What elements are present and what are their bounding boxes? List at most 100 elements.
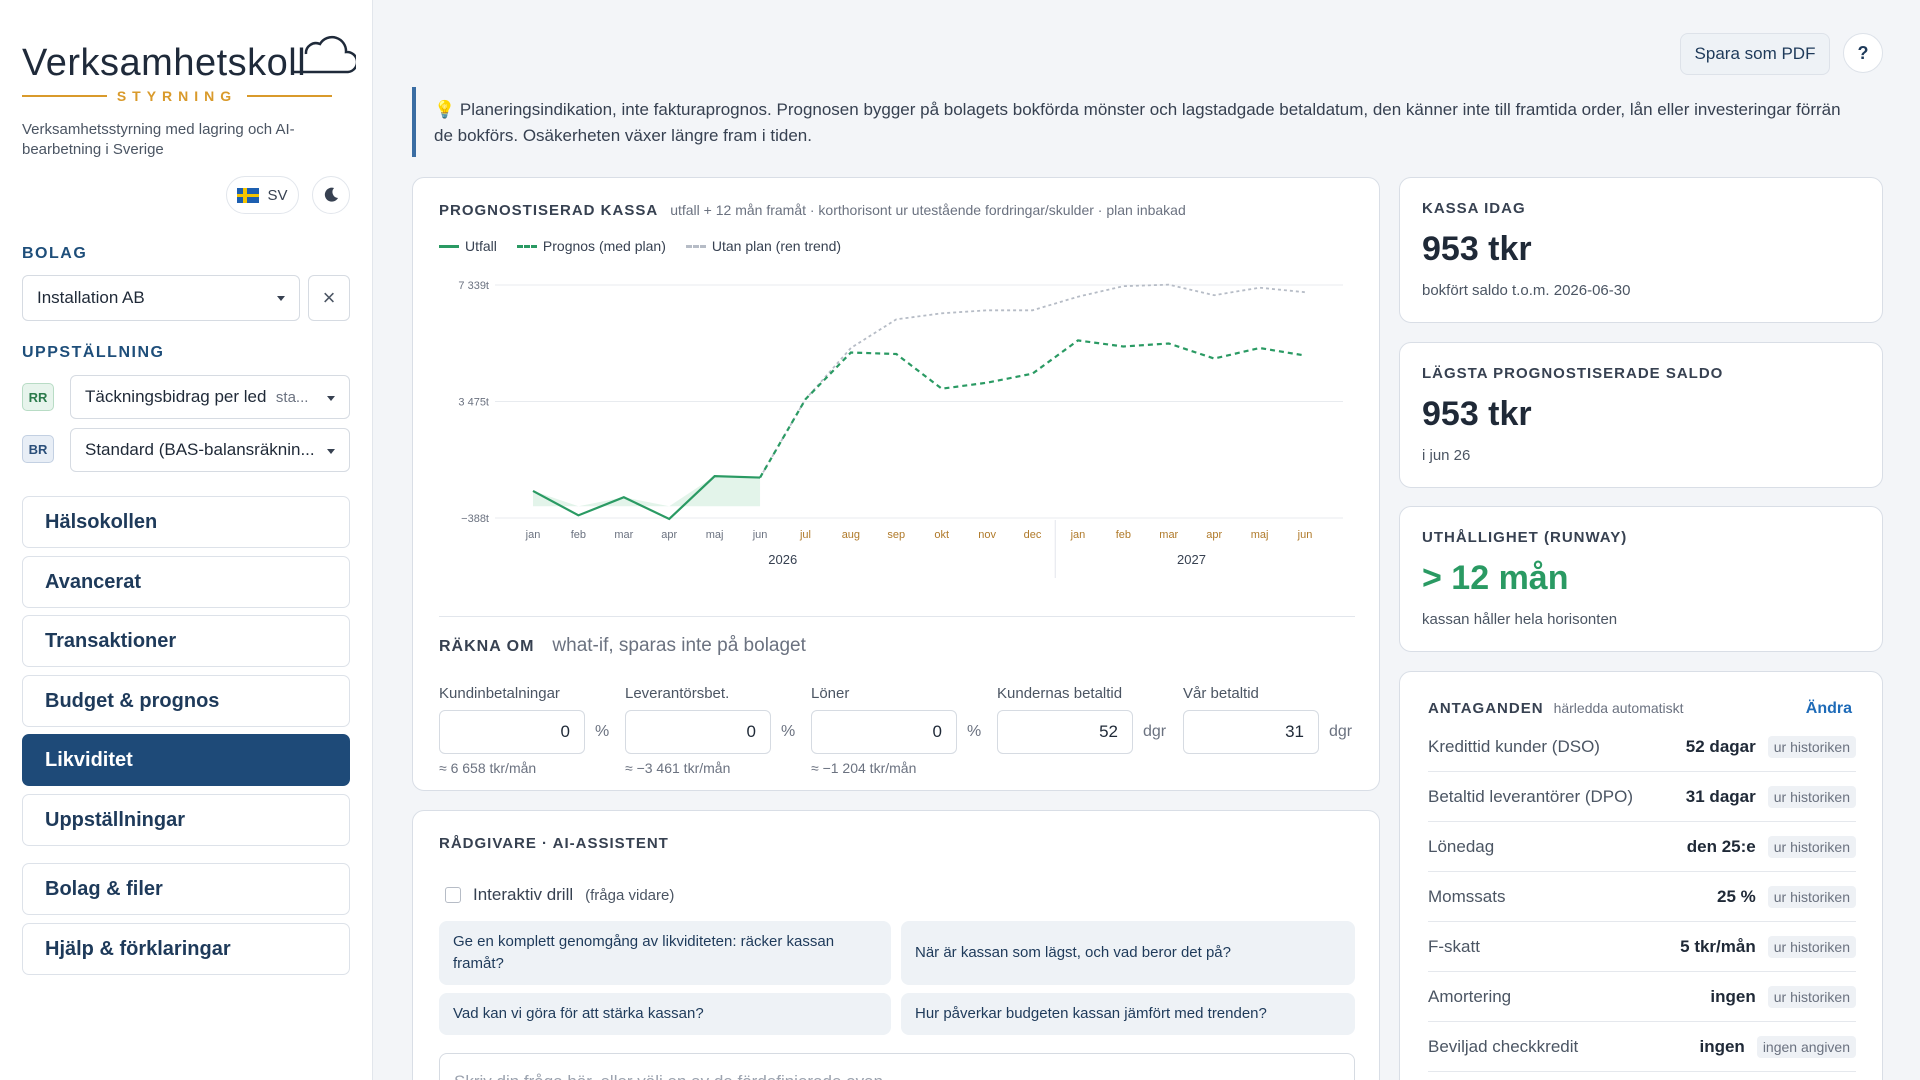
layout-label: UPPSTÄLLNING [22,344,165,361]
nav-hjalp[interactable]: Hjälp & förklaringar [22,923,350,975]
assumption-row: Momssats 25 % ur historiken [1428,872,1856,922]
x-tick-label: okt [934,529,949,541]
salaries-input[interactable]: 0 [811,710,957,754]
question-input[interactable]: Skriv din fråga här, eller välj en av de… [439,1053,1355,1080]
drill-checkbox[interactable] [445,887,461,903]
kpi-value: > 12 mån [1422,559,1569,597]
field-customer-payments: Kundinbetalningar 0% ≈ 6 658 tkr/mån [439,685,610,776]
assumption-row: Betaltid leverantörer (DPO) 31 dagar ur hi… [1428,772,1856,822]
recalc-section: RÄKNA OM what-if, sparas inte på bolaget… [439,616,1355,776]
chevron-down-icon [277,296,285,301]
legend-plan: Prognos (med plan) [516,238,666,254]
customer-payment-time-input[interactable]: 52 [997,710,1133,754]
rr-tag: RR [22,383,54,411]
x-tick-label: sep [887,529,905,541]
source-badge: ingen angiven [1756,1035,1856,1058]
source-badge: ur historiken [1767,985,1856,1008]
y-tick-label: 3 475t [458,397,489,409]
cash-forecast-chart: 7 339t 3 475t −388t jan feb mar apr maj jun jul au… [458,280,1343,578]
our-payment-time-input[interactable]: 31 [1183,710,1319,754]
recalc-title: RÄKNA OM [439,638,535,655]
nav-uppstallningar[interactable]: Uppställningar [22,794,350,846]
year-label: 2027 [1177,552,1206,567]
suggestion-chip[interactable]: Ge en komplett genomgång av likviditeten… [439,921,891,985]
source-badge: ur historiken [1767,835,1856,858]
advisor-card: RÅDGIVARE · AI-ASSISTENT Interaktiv dril… [412,810,1380,1080]
save-pdf-button[interactable]: Spara som PDF [1680,33,1830,75]
x-tick-label: apr [661,529,677,541]
close-icon: × [322,285,336,310]
kpi-lowest-balance: LÄGSTA PROGNOSTISERADE SALDO 953 tkr i j… [1399,342,1883,488]
nav-budget-prognos[interactable]: Budget & prognos [22,675,350,727]
nav-avancerat[interactable]: Avancerat [22,556,350,608]
x-tick-label: dec [1024,529,1042,541]
planning-notice: 💡 Planeringsindikation, inte fakturaprog… [412,87,1882,157]
field-salaries: Löner 0% ≈ −1 204 tkr/mån [811,685,982,776]
x-tick-label: aug [842,529,860,541]
logo-text: Verksamhetskoll [22,42,307,84]
field-our-payment-time: Vår betaltid 31 dgr [1183,685,1369,778]
br-tag: BR [22,435,54,463]
company-select[interactable]: Installation AB [22,275,300,321]
customer-payments-input[interactable]: 0 [439,710,585,754]
x-tick-label: jun [1297,529,1313,541]
language-button[interactable]: SV [226,176,299,214]
clear-company-button[interactable]: × [308,275,350,321]
source-badge: ur historiken [1767,785,1856,808]
assumption-row: Amortering ingen ur historiken [1428,972,1856,1022]
source-badge: ur historiken [1767,735,1856,758]
chart-legend: Utfall Prognos (med plan) Utan plan (ren… [439,238,841,254]
swedish-flag-icon [237,187,260,203]
actual-area [533,476,761,507]
br-layout-select[interactable]: Standard (BAS-balansräknin... [70,428,350,472]
forecast-subtitle: utfall + 12 mån framåt · korthorisont ur… [670,202,1186,218]
forecast-title: PROGNOSTISERAD KASSA [439,202,659,219]
company-label: BOLAG [22,245,88,262]
year-label: 2026 [768,552,797,567]
nav-halsokollen[interactable]: Hälsokollen [22,496,350,548]
rr-layout-select[interactable]: Täckningsbidrag per led sta... [70,375,350,419]
x-tick-label: jan [1070,529,1086,541]
help-button[interactable]: ? [1843,33,1883,73]
lightbulb-icon: 💡 [434,100,456,119]
x-tick-label: feb [1116,529,1131,541]
assumption-row: F-skatt 5 tkr/mån ur historiken [1428,922,1856,972]
field-customer-payment-time: Kundernas betaltid 52 dgr [997,685,1183,778]
suggestion-chip[interactable]: När är kassan som lägst, och vad beror d… [901,921,1355,985]
legend-actual: Utfall [439,238,497,254]
suggestion-chip[interactable]: Hur påverkar budgeten kassan jämfört med… [901,993,1355,1035]
x-tick-label: mar [1159,529,1178,541]
assumption-row: Lönedag den 25:e ur historiken [1428,822,1856,872]
source-badge: ur historiken [1767,935,1856,958]
trend-line [759,283,1306,479]
tagline: Verksamhetsstyrning med lagring och AI-b… [22,121,295,158]
interactive-drill-toggle[interactable]: Interaktiv drill (fråga vidare) [445,885,674,905]
sidebar: Verksamhetskoll STYRNING Verksamhetsstyr… [0,0,373,1080]
nav-likviditet[interactable]: Likviditet [22,734,350,786]
field-supplier-payments: Leverantörsbet. 0% ≈ −3 461 tkr/mån [625,685,796,776]
kpi-value: 953 tkr [1422,395,1532,433]
x-tick-label: jun [752,529,768,541]
assumptions-card: ANTAGANDEN härledda automatiskt Ändra Kr… [1399,671,1883,1080]
edit-assumptions-link[interactable]: Ändra [1805,700,1852,717]
suggestion-chip[interactable]: Vad kan vi göra för att stärka kassan? [439,993,891,1035]
recalc-subtitle: what-if, sparas inte på bolaget [552,635,806,656]
x-tick-label: maj [1251,529,1269,541]
supplier-payments-input[interactable]: 0 [625,710,771,754]
x-tick-label: jan [525,529,541,541]
nav-transaktioner[interactable]: Transaktioner [22,615,350,667]
dark-mode-toggle[interactable] [312,176,350,214]
y-tick-label: 7 339t [458,280,489,292]
assumption-row: Beviljad checkkredit ingen ingen angiven [1428,1022,1856,1072]
advisor-title: RÅDGIVARE · AI-ASSISTENT [439,835,669,852]
nav-bolag-filer[interactable]: Bolag & filer [22,863,350,915]
assumptions-title: ANTAGANDEN [1428,700,1544,717]
actual-line [532,475,761,521]
chevron-down-icon [327,396,335,401]
cloud-icon [294,35,356,74]
kpi-cash-today: KASSA IDAG 953 tkr bokfört saldo t.o.m. … [1399,177,1883,323]
legend-trend: Utan plan (ren trend) [685,238,841,254]
x-tick-label: feb [571,529,586,541]
kpi-runway: UTHÅLLIGHET (RUNWAY) > 12 mån kassan hål… [1399,506,1883,652]
logo-subtitle: STYRNING [22,88,332,104]
